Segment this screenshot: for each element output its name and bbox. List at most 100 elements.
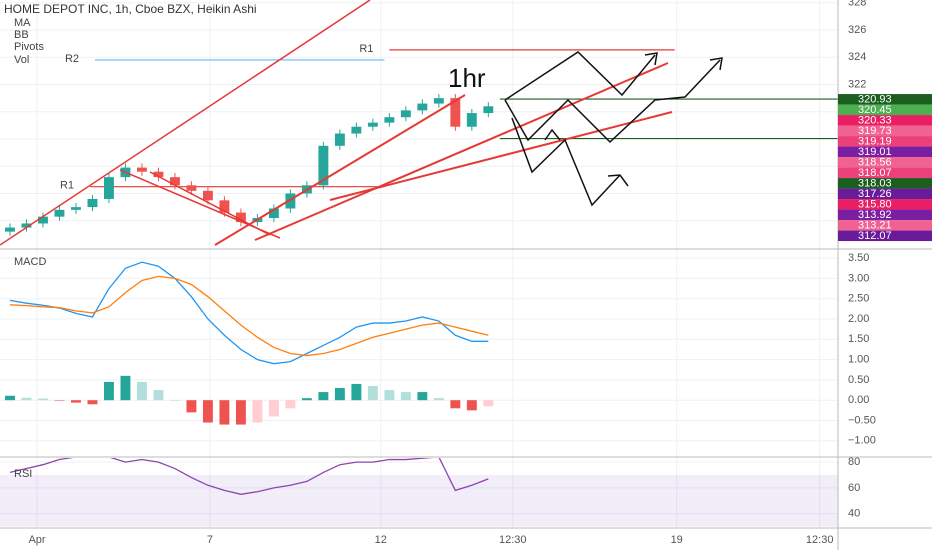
price-label-box bbox=[838, 115, 932, 126]
price-label: 317.26 bbox=[858, 188, 892, 200]
price-label: 318.56 bbox=[858, 156, 892, 168]
histogram-bar bbox=[153, 390, 164, 401]
arrow-head bbox=[709, 57, 723, 71]
histogram-bar bbox=[384, 390, 395, 401]
y-tick-label: 3.50 bbox=[848, 252, 869, 264]
price-label: 320.45 bbox=[858, 104, 892, 116]
trend-line bbox=[214, 94, 466, 246]
histogram-bar bbox=[21, 397, 32, 401]
candle-body bbox=[351, 126, 362, 134]
histogram-bar bbox=[433, 398, 444, 401]
trend-line bbox=[254, 62, 669, 241]
pane-title: RSI bbox=[14, 468, 32, 480]
level-label: R1 bbox=[359, 43, 373, 55]
histogram-bar bbox=[285, 400, 296, 409]
y-tick-label: 0.50 bbox=[848, 374, 869, 386]
histogram-bar bbox=[120, 375, 131, 401]
histogram-bar bbox=[334, 388, 345, 401]
y-tick-label: 324 bbox=[848, 51, 866, 63]
price-label-box bbox=[838, 230, 932, 242]
x-tick-label: 19 bbox=[671, 534, 683, 546]
histogram-bar bbox=[235, 400, 246, 425]
path-projection bbox=[504, 59, 721, 144]
y-tick-label: 3.00 bbox=[848, 272, 869, 284]
histogram-bar bbox=[268, 400, 279, 417]
y-tick-label: 60 bbox=[848, 482, 860, 494]
level-label: R2 bbox=[65, 53, 79, 65]
histogram-bar bbox=[466, 400, 477, 411]
price-label: 319.01 bbox=[858, 146, 892, 158]
y-tick-label: 0.00 bbox=[848, 394, 869, 406]
y-tick-label: 2.50 bbox=[848, 293, 869, 305]
candle-body bbox=[235, 212, 246, 223]
x-tick-label: Apr bbox=[28, 534, 45, 546]
indicator-label: Vol bbox=[14, 54, 29, 66]
level-label: R1 bbox=[60, 180, 74, 192]
chart-title: HOME DEPOT INC, 1h, Cboe BZX, Heikin Ash… bbox=[4, 2, 257, 16]
histogram-bar bbox=[5, 395, 15, 401]
candle-body bbox=[5, 227, 15, 232]
path-projection bbox=[504, 51, 656, 101]
candle-body bbox=[169, 177, 180, 186]
candle-body bbox=[285, 193, 296, 209]
histogram-bar bbox=[367, 385, 378, 401]
price-label-box bbox=[838, 199, 932, 210]
arrow-head bbox=[544, 128, 561, 141]
trend-line bbox=[119, 169, 281, 239]
price-label-box bbox=[838, 104, 932, 116]
y-tick-label: 40 bbox=[848, 507, 860, 519]
macd-line bbox=[9, 275, 489, 357]
candle-body bbox=[433, 98, 444, 104]
indicator-label: Pivots bbox=[14, 41, 44, 53]
candle-body bbox=[202, 190, 213, 201]
candle-body bbox=[153, 171, 164, 178]
candle-body bbox=[71, 207, 81, 210]
histogram-bar bbox=[417, 392, 428, 401]
price-label-box bbox=[838, 136, 932, 147]
path-projection bbox=[511, 117, 621, 207]
histogram-bar bbox=[318, 392, 329, 401]
price-label: 313.21 bbox=[858, 219, 892, 231]
candle-body bbox=[450, 98, 461, 127]
price-label-box bbox=[838, 157, 932, 168]
candle-body bbox=[219, 200, 230, 213]
price-label: 319.19 bbox=[858, 135, 892, 147]
y-tick-label: 322 bbox=[848, 78, 866, 90]
trend-line bbox=[0, 0, 371, 246]
price-label: 313.92 bbox=[858, 209, 892, 221]
histogram-bar bbox=[38, 398, 48, 401]
histogram-bar bbox=[483, 400, 494, 407]
candle-body bbox=[21, 223, 32, 228]
price-label-box bbox=[838, 178, 932, 189]
histogram-bar bbox=[186, 400, 197, 413]
candle-body bbox=[400, 110, 411, 118]
y-tick-label: 1.00 bbox=[848, 354, 869, 366]
candle-body bbox=[137, 167, 147, 172]
candle-body bbox=[38, 216, 48, 224]
candle-body bbox=[367, 122, 378, 127]
candle-body bbox=[104, 177, 114, 199]
price-label-box bbox=[838, 125, 932, 137]
price-label-box bbox=[838, 220, 932, 231]
histogram-bar bbox=[351, 383, 362, 401]
price-label: 319.73 bbox=[858, 125, 892, 137]
histogram-bar bbox=[219, 400, 230, 425]
price-label-box bbox=[838, 146, 932, 158]
histogram-bar bbox=[301, 398, 312, 401]
candle-body bbox=[318, 145, 329, 186]
indicator-label: BB bbox=[14, 29, 29, 41]
histogram-bar bbox=[104, 381, 114, 401]
indicator-label: MA bbox=[14, 17, 31, 29]
arrow-head bbox=[644, 52, 658, 66]
candle-body bbox=[268, 208, 279, 219]
histogram-bar bbox=[54, 400, 65, 401]
x-tick-label: 12:30 bbox=[499, 534, 527, 546]
histogram-bar bbox=[450, 400, 461, 409]
y-tick-label: 328 bbox=[848, 0, 866, 9]
histogram-bar bbox=[71, 400, 81, 403]
histogram-bar bbox=[169, 400, 180, 401]
trend-line bbox=[329, 111, 673, 201]
